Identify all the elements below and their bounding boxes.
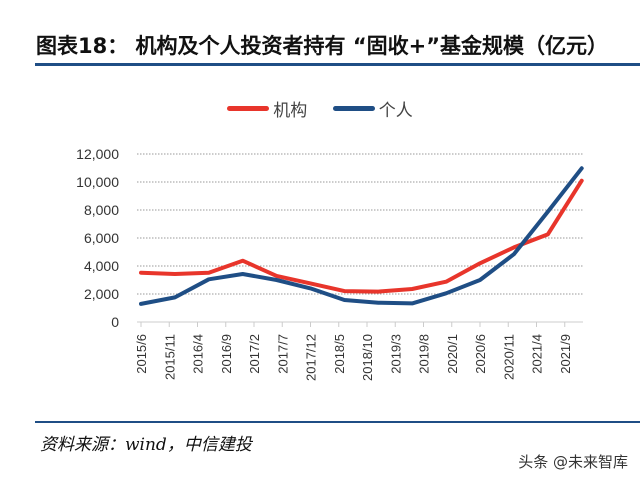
source-divider: [35, 421, 640, 423]
y-tick-label: 8,000: [84, 202, 119, 218]
title-divider: [35, 63, 640, 66]
legend-swatch: [332, 106, 375, 111]
x-tick-label: 2016/4: [191, 334, 206, 374]
chart-title: 图表18： 机构及个人投资者持有 “固收+”基金规模（亿元）: [36, 34, 609, 58]
x-tick-label: 2016/9: [219, 334, 234, 374]
x-tick-label: 2021/4: [530, 334, 545, 374]
x-tick-label: 2015/11: [162, 334, 177, 380]
series-line-institution: [139, 178, 584, 294]
legend-item-institution: 机构: [227, 96, 307, 121]
legend-label: 机构: [273, 101, 308, 121]
source-note: 资料来源：wind，中信建投: [40, 435, 252, 455]
legend-item-individual: 个人: [332, 96, 413, 121]
legend: 机构 个人: [0, 96, 640, 121]
series-line-individual: [139, 166, 584, 306]
x-tick-label: 2018/10: [360, 334, 375, 381]
x-tick-label: 2018/5: [332, 334, 347, 374]
y-tick-label: 4,000: [84, 258, 119, 274]
watermark: 头条 @未来智库: [518, 453, 628, 471]
legend-swatch: [227, 106, 270, 111]
legend-label: 个人: [378, 101, 413, 121]
x-tick-label: 2020/1: [445, 334, 460, 374]
x-tick-label: 2019/8: [417, 334, 432, 374]
y-tick-label: 12,000: [76, 146, 119, 162]
x-tick-label: 2017/7: [275, 334, 290, 374]
x-tick-label: 2020/11: [501, 334, 516, 380]
x-tick-label: 2021/9: [558, 334, 573, 374]
y-tick-label: 6,000: [84, 230, 119, 246]
x-tick-label: 2020/6: [473, 334, 488, 374]
x-tick-label: 2015/6: [134, 334, 149, 374]
x-tick-label: 2017/12: [304, 334, 319, 381]
x-tick-label: 2017/2: [247, 334, 262, 374]
x-tick-label: 2019/3: [388, 334, 403, 374]
y-tick-label: 10,000: [76, 174, 119, 190]
y-tick-label: 2,000: [84, 286, 119, 302]
y-tick-label: 0: [111, 314, 119, 330]
